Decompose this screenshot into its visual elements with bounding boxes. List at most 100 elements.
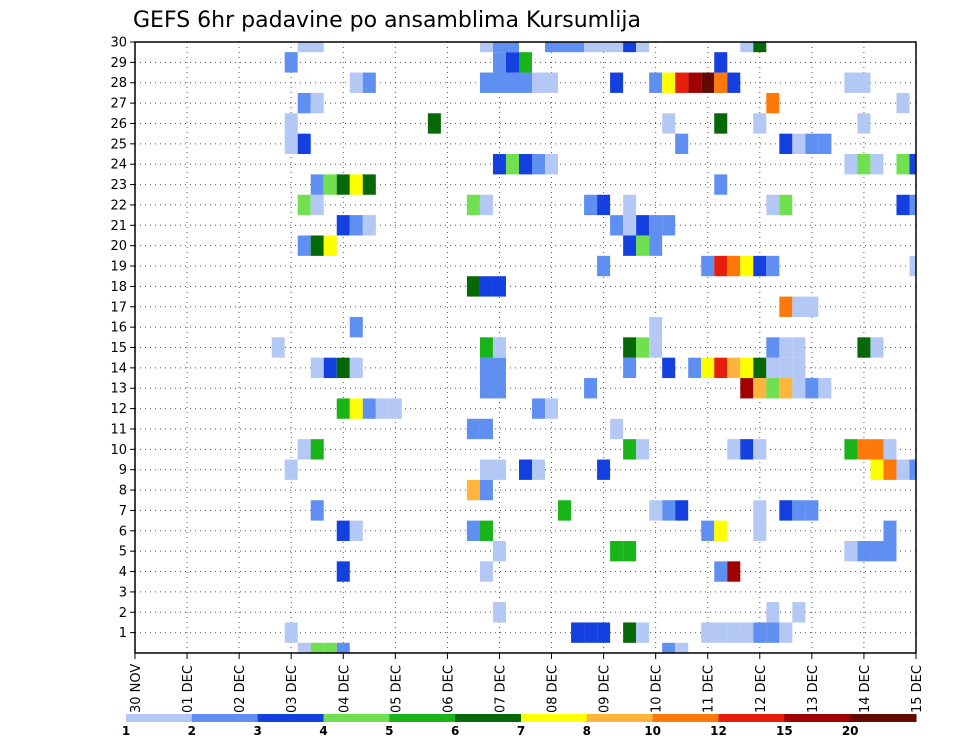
heatmap-cell	[518, 52, 533, 73]
heatmap-cell	[883, 459, 897, 480]
heatmap-cell	[466, 194, 480, 216]
heatmap-cell	[584, 622, 598, 643]
heatmap-cell	[610, 72, 624, 93]
x-tick-label: 05 DEC	[389, 665, 404, 713]
heatmap-cell	[753, 42, 767, 53]
heatmap-cell	[857, 337, 871, 358]
heatmap-cell	[284, 113, 298, 134]
heatmap-cell	[766, 255, 780, 277]
colorbar-swatch	[323, 714, 390, 722]
y-tick-label: 3	[119, 585, 127, 600]
heatmap-cell	[349, 520, 363, 541]
heatmap-cell	[349, 72, 363, 93]
heatmap-cell	[779, 296, 793, 317]
y-tick-label: 13	[110, 382, 127, 397]
heatmap-cell	[492, 378, 506, 399]
heatmap-cell	[349, 316, 363, 338]
x-tick-label: 02 DEC	[233, 665, 248, 713]
heatmap-cell	[597, 42, 611, 53]
heatmap-cell	[336, 398, 350, 419]
heatmap-cell	[479, 479, 493, 501]
heatmap-cell	[714, 622, 728, 643]
heatmap-cell	[740, 622, 754, 643]
heatmap-cell	[649, 500, 663, 521]
heatmap-cell	[310, 194, 324, 216]
heatmap-cell	[675, 642, 689, 653]
heatmap-cell	[662, 500, 676, 521]
heatmap-cell	[623, 357, 637, 379]
y-tick-label: 29	[110, 56, 127, 71]
y-tick-label: 30	[110, 36, 127, 51]
heatmap-cell	[766, 92, 780, 114]
heatmap-cell	[479, 378, 493, 399]
heatmap-cell	[532, 398, 546, 419]
y-tick-label: 11	[110, 422, 127, 437]
heatmap-cell	[479, 72, 493, 93]
heatmap-cell	[479, 418, 493, 440]
heatmap-cell	[805, 378, 819, 399]
x-tick-label: 03 DEC	[285, 665, 300, 713]
heatmap-cell	[297, 235, 311, 256]
colorbar-swatch	[586, 714, 654, 722]
heatmap-cell	[466, 276, 480, 297]
heatmap-cell	[909, 194, 916, 216]
heatmap-cell	[753, 378, 767, 399]
y-tick-label: 10	[110, 443, 127, 458]
y-tick-label: 2	[119, 606, 127, 621]
heatmap-cell	[479, 337, 493, 358]
heatmap-cell	[779, 133, 793, 155]
heatmap-cell	[844, 72, 858, 93]
heatmap-cell	[766, 622, 780, 643]
heatmap-cell	[584, 194, 598, 216]
heatmap-cell	[310, 235, 324, 256]
heatmap-cell	[349, 398, 363, 419]
y-tick-label: 14	[110, 361, 127, 376]
colorbar-label: 3	[253, 724, 261, 738]
x-tick-label: 04 DEC	[337, 665, 352, 713]
heatmap-cell	[753, 622, 767, 643]
x-tick-label: 14 DEC	[858, 665, 873, 713]
heatmap-cell	[584, 42, 598, 53]
heatmap-cell	[336, 174, 350, 195]
heatmap-cell	[558, 42, 572, 53]
heatmap-cell	[597, 194, 611, 216]
heatmap-cell	[688, 72, 702, 93]
colorbar-label: 1	[122, 724, 130, 738]
heatmap-cell	[623, 540, 637, 562]
heatmap-cell	[479, 520, 493, 541]
heatmap-cell	[662, 72, 676, 93]
heatmap-cell	[909, 459, 916, 480]
heatmap-cell	[636, 215, 650, 236]
heatmap-cell	[323, 174, 337, 195]
colorbar-swatch	[850, 714, 917, 722]
heatmap-cell	[545, 72, 559, 93]
heatmap-cell	[532, 72, 546, 93]
x-tick-label: 15 DEC	[910, 665, 925, 713]
y-tick-label: 8	[119, 484, 127, 499]
heatmap-cell	[662, 357, 676, 379]
heatmap-cell	[662, 113, 676, 134]
heatmap-cell	[870, 439, 884, 460]
heatmap-cell	[610, 418, 624, 440]
heatmap-cell	[714, 72, 728, 93]
heatmap-cell	[675, 72, 689, 93]
heatmap-cell	[649, 72, 663, 93]
heatmap-cell	[727, 72, 741, 93]
heatmap-cell	[284, 133, 298, 155]
heatmap-cell	[271, 337, 285, 358]
heatmap-cell	[297, 42, 311, 53]
heatmap-cell	[779, 622, 793, 643]
heatmap-cell	[297, 194, 311, 216]
heatmap-cell	[518, 72, 533, 93]
heatmap-cell	[896, 154, 910, 175]
heatmap-cell	[649, 215, 663, 236]
heatmap-cell	[792, 133, 806, 155]
heatmap-cell	[805, 296, 819, 317]
heatmap-cell	[597, 255, 611, 277]
y-tick-label: 20	[110, 239, 127, 254]
heatmap-cell	[792, 500, 806, 521]
heatmap-cell	[297, 92, 311, 114]
heatmap-cell	[727, 255, 741, 277]
colorbar-label: 5	[385, 724, 393, 738]
x-tick-label: 09 DEC	[598, 665, 613, 713]
